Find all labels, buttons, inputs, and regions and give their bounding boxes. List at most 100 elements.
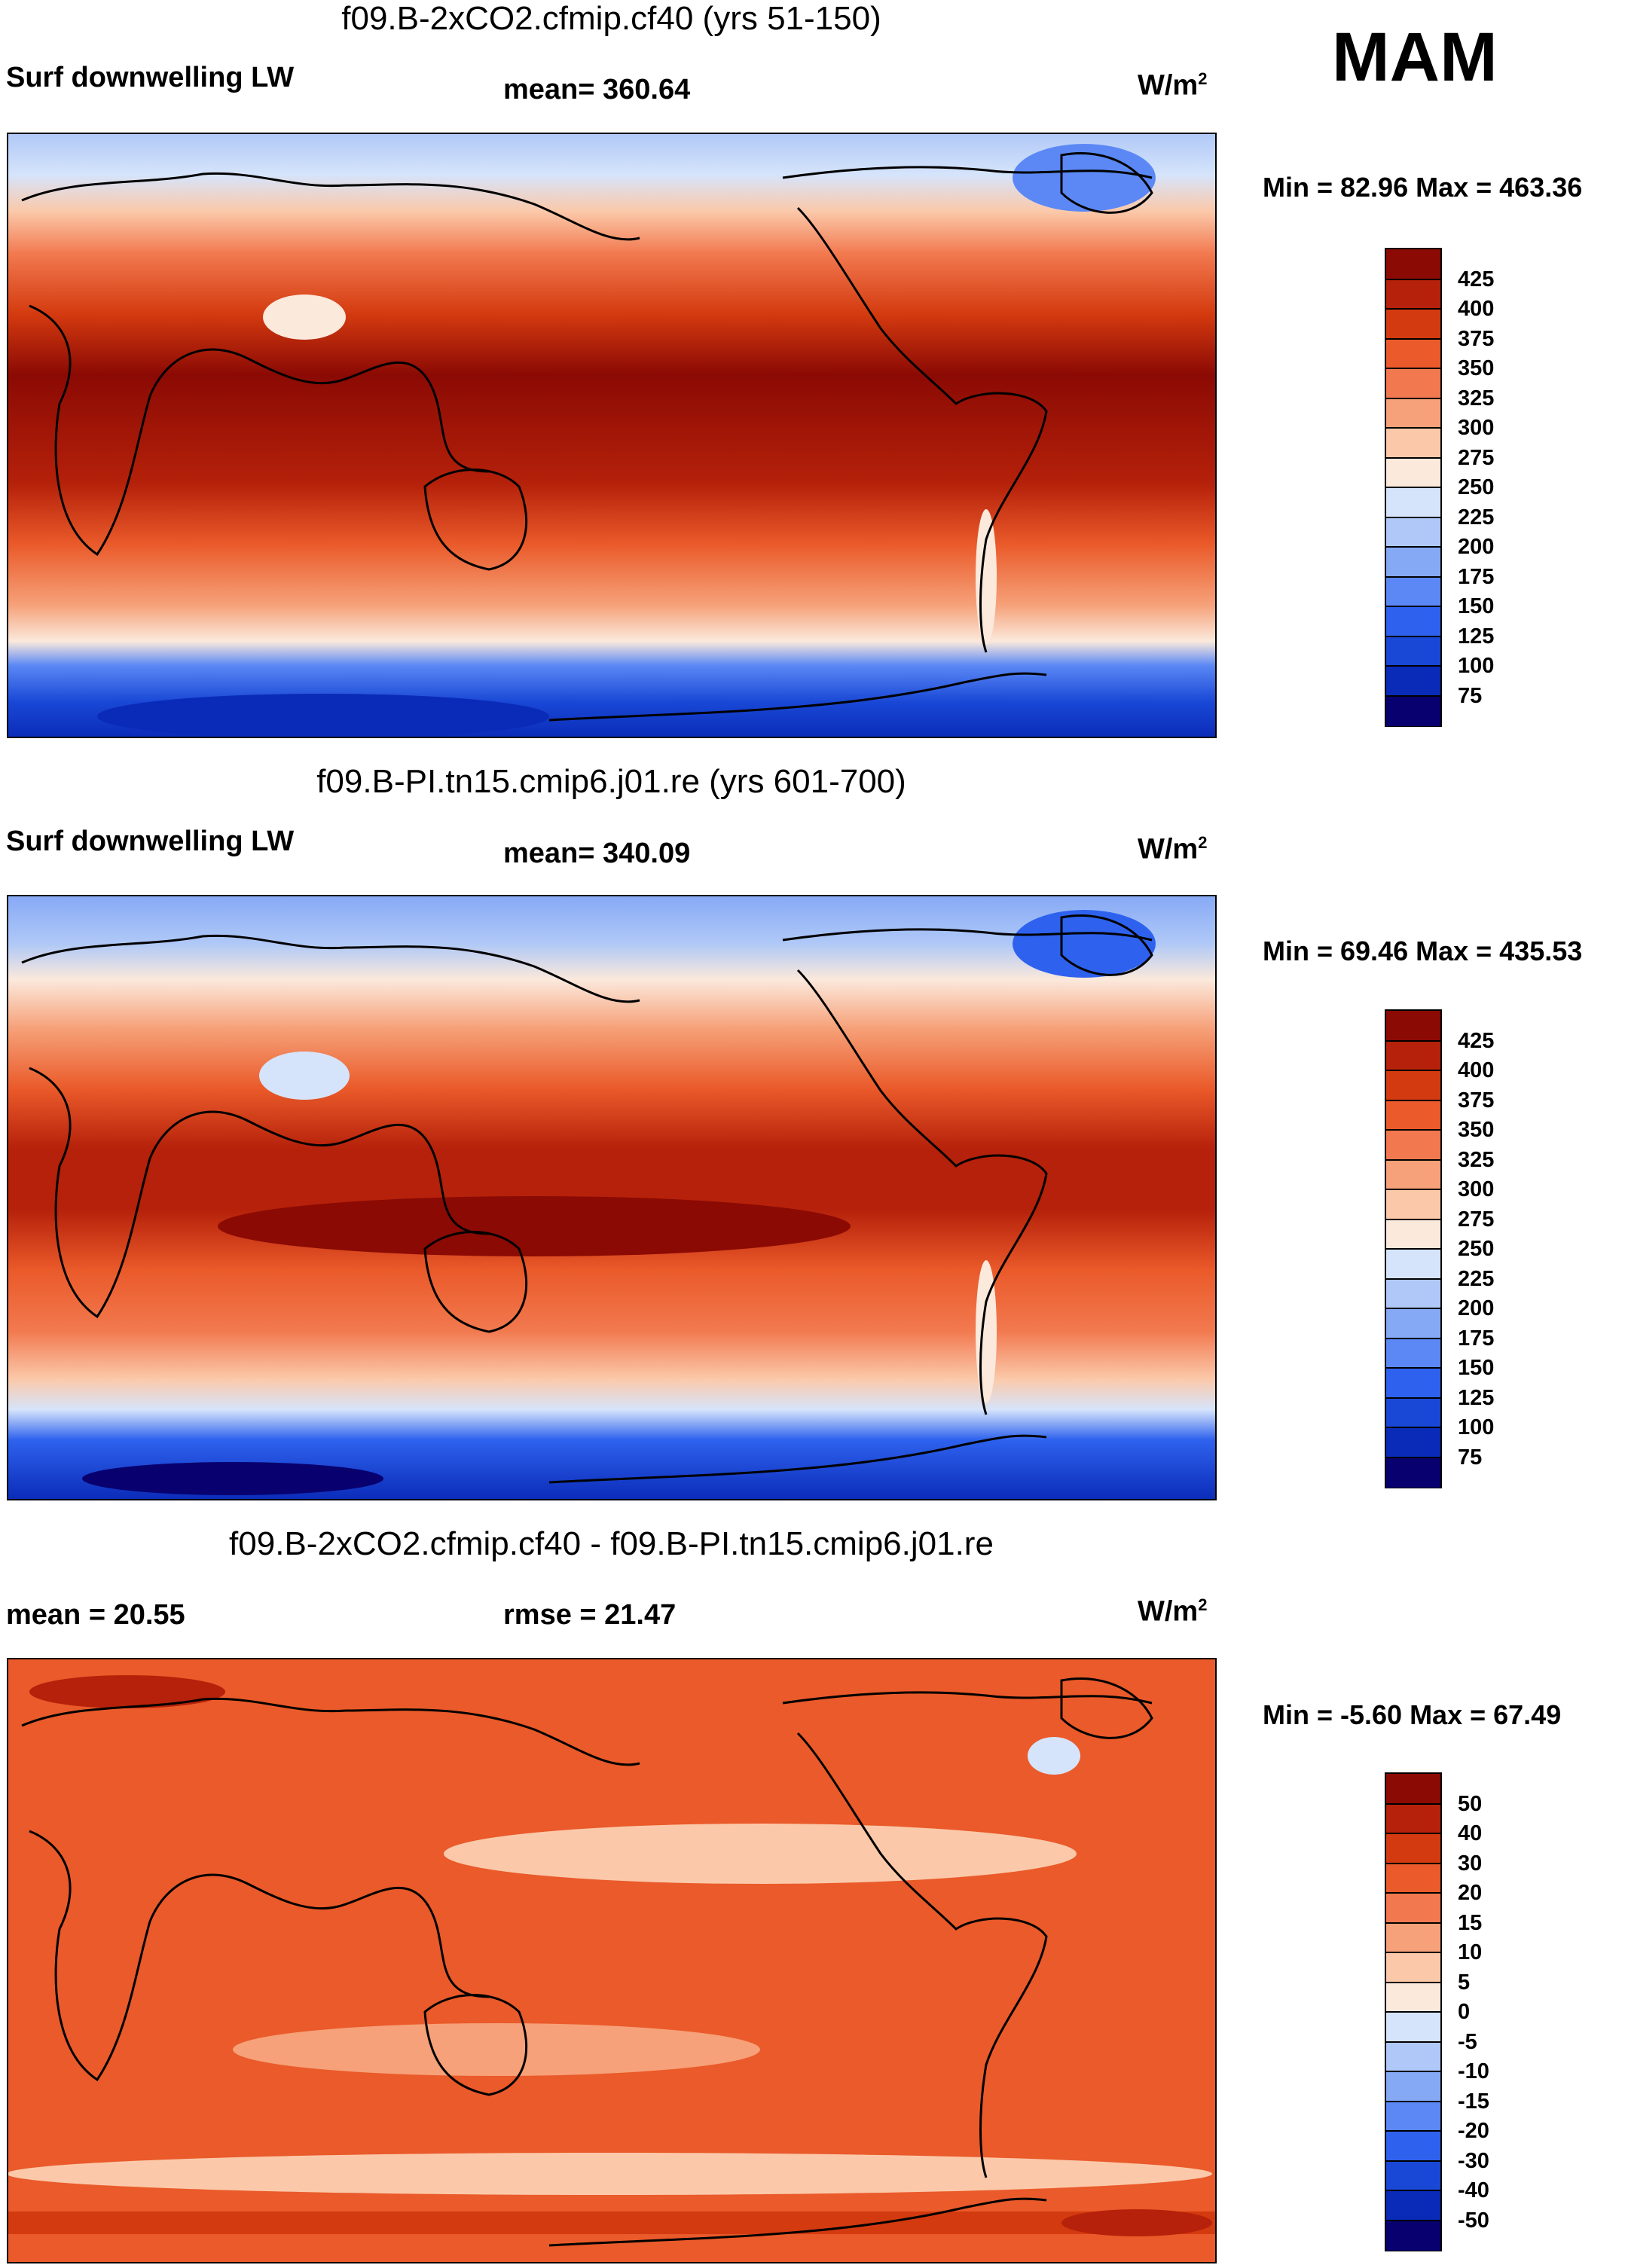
colorbar-tick-label: -15 (1458, 2089, 1489, 2114)
panel2-greenland-cold (1013, 910, 1156, 978)
colorbar-separator (1386, 1218, 1440, 1220)
colorbar-separator (1386, 397, 1440, 399)
colorbar-tick-label: 275 (1458, 445, 1495, 470)
colorbar-separator (1386, 1862, 1440, 1864)
panel3-minmax: Min = -5.60 Max = 67.49 (1263, 1699, 1562, 1730)
colorbar-segment (1386, 1893, 1440, 1923)
colorbar-segment (1386, 2220, 1440, 2251)
colorbar-tick-label: 75 (1458, 683, 1483, 708)
panel2-map (7, 895, 1217, 1500)
colorbar-tick-label: 300 (1458, 1177, 1495, 1201)
colorbar-segment (1386, 2041, 1440, 2072)
colorbar-segment (1386, 2012, 1440, 2042)
colorbar-segment (1386, 1130, 1440, 1160)
colorbar-segment (1386, 1070, 1440, 1100)
colorbar-segment (1386, 1774, 1440, 1804)
colorbar-separator (1386, 635, 1440, 637)
colorbar-separator (1386, 2219, 1440, 2221)
colorbar-separator (1386, 1456, 1440, 1458)
panel3-title: f09.B-2xCO2.cfmip.cf40 - f09.B-PI.tn15.c… (229, 1525, 994, 1562)
colorbar-tick-label: -30 (1458, 2148, 1489, 2173)
panel1-field (7, 133, 1217, 738)
panel3-southern-band (7, 2153, 1212, 2195)
colorbar-segment (1386, 1863, 1440, 1894)
colorbar-separator (1386, 427, 1440, 429)
colorbar-segment (1386, 1457, 1440, 1488)
colorbar-tick-label: 425 (1458, 1028, 1495, 1053)
colorbar-tick-label: -50 (1458, 2208, 1489, 2233)
panel2-coastlines (21, 914, 1153, 1484)
colorbar-separator (1386, 606, 1440, 607)
colorbar-tick-label: -5 (1458, 2029, 1477, 2054)
colorbar-separator (1386, 1099, 1440, 1101)
panel1-coastlines (21, 151, 1153, 722)
colorbar-separator (1386, 1277, 1440, 1280)
colorbar-separator (1386, 2100, 1440, 2102)
colorbar-tick-label: 325 (1458, 1147, 1495, 1172)
colorbar-segment (1386, 1368, 1440, 1398)
colorbar-separator (1386, 2130, 1440, 2132)
colorbar-separator (1386, 1308, 1440, 1309)
colorbar-tick-label: 350 (1458, 1118, 1495, 1142)
panel3-rmse-label: rmse = 21.47 (503, 1599, 677, 1631)
colorbar-separator (1386, 1922, 1440, 1924)
colorbar-tick-label: 30 (1458, 1851, 1483, 1876)
colorbar-segment (1386, 2190, 1440, 2221)
colorbar-tick-label: 225 (1458, 505, 1495, 530)
colorbar-segment (1386, 428, 1440, 458)
colorbar-segment (1386, 1427, 1440, 1458)
colorbar-separator (1386, 308, 1440, 310)
colorbar-separator (1386, 694, 1440, 697)
panel1-colorbar (1385, 248, 1442, 727)
colorbar-tick-label: 125 (1458, 624, 1495, 649)
colorbar-segment (1386, 1922, 1440, 1953)
colorbar-segment (1386, 517, 1440, 548)
colorbar-separator (1386, 516, 1440, 518)
panel2-colorbar (1385, 1009, 1442, 1488)
colorbar-separator (1386, 1129, 1440, 1131)
colorbar-separator (1386, 1427, 1440, 1428)
panel2-mean-label: mean= 340.09 (503, 838, 691, 869)
colorbar-segment (1386, 606, 1440, 636)
colorbar-segment (1386, 1952, 1440, 1983)
panel1-mean-label: mean= 360.64 (503, 74, 691, 105)
panel3-mean-label: mean = 20.55 (6, 1599, 185, 1631)
panel1-units: W/m2 (1138, 69, 1208, 102)
colorbar-tick-label: 325 (1458, 386, 1495, 411)
colorbar-segment (1386, 487, 1440, 517)
colorbar-tick-label: 75 (1458, 1445, 1483, 1470)
colorbar-separator (1386, 1892, 1440, 1894)
colorbar-tick-label: 0 (1458, 2000, 1471, 2024)
colorbar-segment (1386, 547, 1440, 577)
colorbar-segment (1386, 1100, 1440, 1131)
colorbar-segment (1386, 1982, 1440, 2013)
colorbar-separator (1386, 337, 1440, 340)
colorbar-tick-label: 250 (1458, 475, 1495, 499)
colorbar-segment (1386, 1803, 1440, 1834)
season-label: MAM (1332, 19, 1498, 96)
colorbar-segment (1386, 2071, 1440, 2102)
colorbar-separator (1386, 1337, 1440, 1339)
panel1-title: f09.B-2xCO2.cfmip.cf40 (yrs 51-150) (341, 0, 881, 37)
colorbar-tick-label: 20 (1458, 1881, 1483, 1905)
colorbar-tick-label: 100 (1458, 1415, 1495, 1439)
panel1-andes-cold (976, 509, 997, 645)
panel3-south-warm-east (1061, 2209, 1212, 2236)
colorbar-tick-label: 400 (1458, 1058, 1495, 1082)
colorbar-segment (1386, 1308, 1440, 1339)
colorbar-separator (1386, 456, 1440, 459)
colorbar-segment (1386, 457, 1440, 488)
panel1-antarctic-core (97, 694, 549, 738)
colorbar-segment (1386, 309, 1440, 339)
colorbar-separator (1386, 2160, 1440, 2162)
colorbar-segment (1386, 576, 1440, 607)
colorbar-segment (1386, 1833, 1440, 1864)
colorbar-tick-label: 175 (1458, 1326, 1495, 1351)
colorbar-separator (1386, 1158, 1440, 1161)
colorbar-separator (1386, 1802, 1440, 1805)
colorbar-separator (1386, 278, 1440, 280)
colorbar-separator (1386, 1952, 1440, 1953)
colorbar-tick-label: 250 (1458, 1237, 1495, 1261)
colorbar-separator (1386, 1397, 1440, 1399)
colorbar-tick-label: 50 (1458, 1791, 1483, 1816)
